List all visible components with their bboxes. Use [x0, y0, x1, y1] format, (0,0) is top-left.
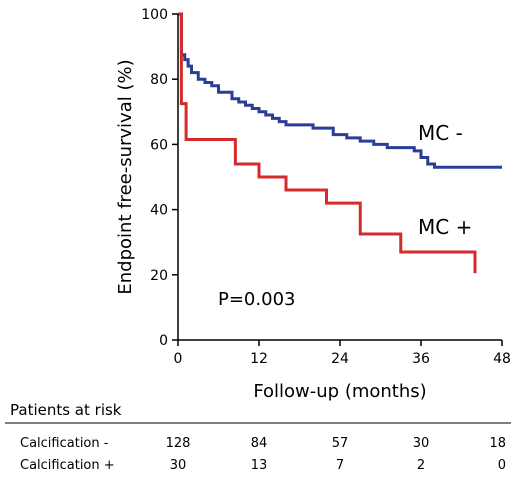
y-axis-title: Endpoint free-survival (%) [115, 59, 136, 294]
p-value-annotation: P=0.003 [218, 289, 295, 310]
risk-cell: 0 [498, 458, 506, 473]
x-tick-label: 24 [331, 351, 349, 367]
curves [178, 12, 502, 274]
risk-table: Patients at risk Calcification - 128 84 57 3… [5, 401, 511, 473]
risk-cell: 84 [251, 436, 268, 451]
risk-cell: 18 [489, 436, 506, 451]
risk-cell: 7 [336, 458, 344, 473]
x-tick-label: 36 [412, 351, 430, 367]
risk-cell: 30 [413, 436, 430, 451]
risk-cell: 57 [332, 436, 349, 451]
series-line-1 [178, 12, 477, 274]
risk-rows: Calcification - 128 84 57 30 18 Calcification … [20, 436, 506, 473]
y-tick-label: 100 [141, 7, 168, 23]
series-label-0: MC - [418, 121, 463, 145]
y-tick-label: 0 [159, 333, 168, 349]
risk-row-label: Calcification - [20, 436, 109, 451]
series-labels: MC - MC + [418, 121, 472, 239]
y-tick-label: 80 [150, 72, 168, 88]
risk-cell: 13 [251, 458, 268, 473]
x-tick-label: 48 [493, 351, 511, 367]
risk-row-label: Calcification + [20, 458, 115, 473]
y-ticks: 0 20 40 60 80 100 [141, 7, 178, 349]
x-ticks: 0 12 24 36 48 [174, 340, 511, 367]
risk-cell: 128 [166, 436, 191, 451]
y-tick-label: 60 [150, 137, 168, 153]
y-tick-label: 40 [150, 203, 168, 219]
series-line-0 [178, 12, 502, 169]
risk-table-title: Patients at risk [10, 401, 122, 419]
series-label-1: MC + [418, 215, 472, 239]
x-axis-title: Follow-up (months) [253, 381, 426, 402]
plot-area: 0 20 40 60 80 100 0 12 24 36 48 MC - MC + [141, 7, 511, 367]
risk-cell: 2 [417, 458, 425, 473]
x-tick-label: 12 [250, 351, 268, 367]
x-tick-label: 0 [174, 351, 183, 367]
risk-cell: 30 [170, 458, 187, 473]
y-tick-label: 20 [150, 268, 168, 284]
